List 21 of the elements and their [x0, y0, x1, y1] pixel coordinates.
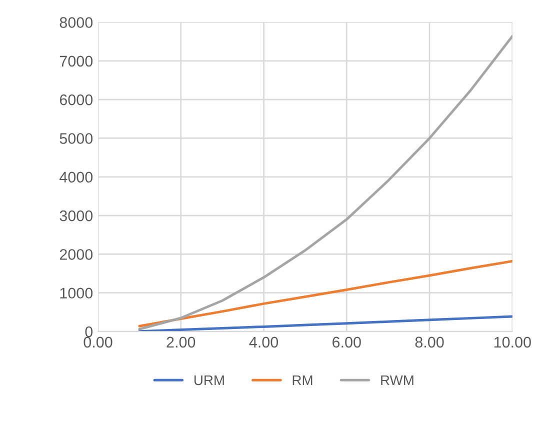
x-tick-label: 4.00 — [249, 336, 278, 348]
y-tick-label: 2000 — [60, 249, 93, 260]
x-tick-label: 2.00 — [166, 336, 196, 348]
y-tick-label: 6000 — [60, 94, 93, 106]
y-tick-label: 7000 — [60, 56, 93, 67]
y-tick-label: 5000 — [60, 133, 93, 144]
y-tick-label: 3000 — [60, 210, 93, 222]
y-tick-label: 1000 — [60, 288, 93, 299]
y-tick-label: 0 — [85, 326, 93, 338]
y-tick-label: 4000 — [60, 172, 93, 183]
x-tick-label: 6.00 — [332, 336, 361, 348]
x-tick-label: 0.00 — [84, 336, 112, 348]
legend-label: URM — [194, 375, 224, 386]
x-tick-label: 8.00 — [415, 336, 444, 348]
line-series — [138, 315, 512, 332]
legend-label: RM — [292, 375, 312, 386]
x-tick-label: 10.00 — [494, 336, 531, 348]
line-series — [138, 260, 512, 328]
y-tick-label: 8000 — [60, 17, 93, 28]
legend-label: RWM — [381, 375, 414, 386]
line-series — [138, 34, 512, 330]
